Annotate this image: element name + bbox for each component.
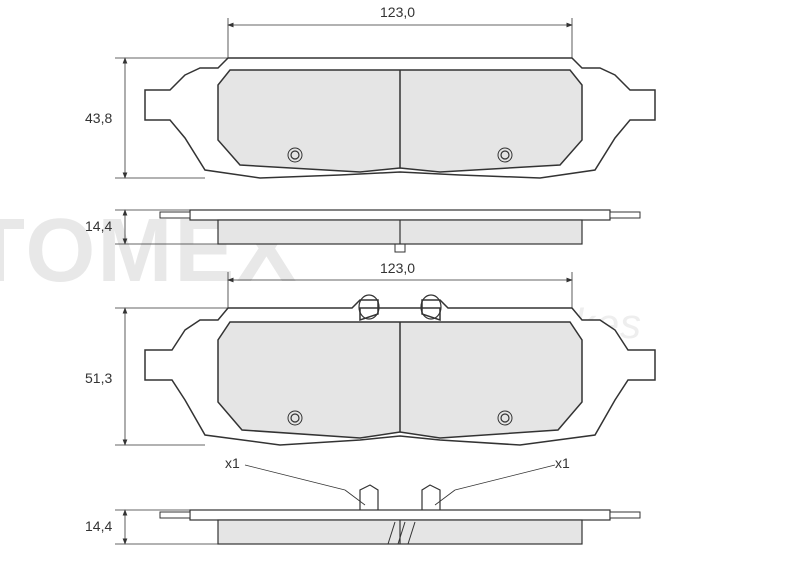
qty-left: x1 — [225, 455, 240, 471]
top-pad-front — [145, 58, 655, 178]
qty-callout-left — [245, 465, 365, 505]
bottom-pad-front — [145, 295, 655, 445]
label-bottom-width: 123,0 — [380, 260, 415, 276]
dim-bottom-width — [228, 272, 572, 308]
label-bottom-thickness: 14,4 — [85, 518, 112, 534]
qty-right: x1 — [555, 455, 570, 471]
top-pad-side — [160, 210, 640, 252]
label-top-thickness: 14,4 — [85, 218, 112, 234]
dim-top-width — [228, 18, 572, 58]
label-bottom-height: 51,3 — [85, 370, 112, 386]
label-top-height: 43,8 — [85, 110, 112, 126]
label-top-width: 123,0 — [380, 4, 415, 20]
bottom-pad-side — [160, 485, 640, 544]
technical-drawing — [0, 0, 786, 576]
qty-callout-right — [435, 465, 555, 505]
